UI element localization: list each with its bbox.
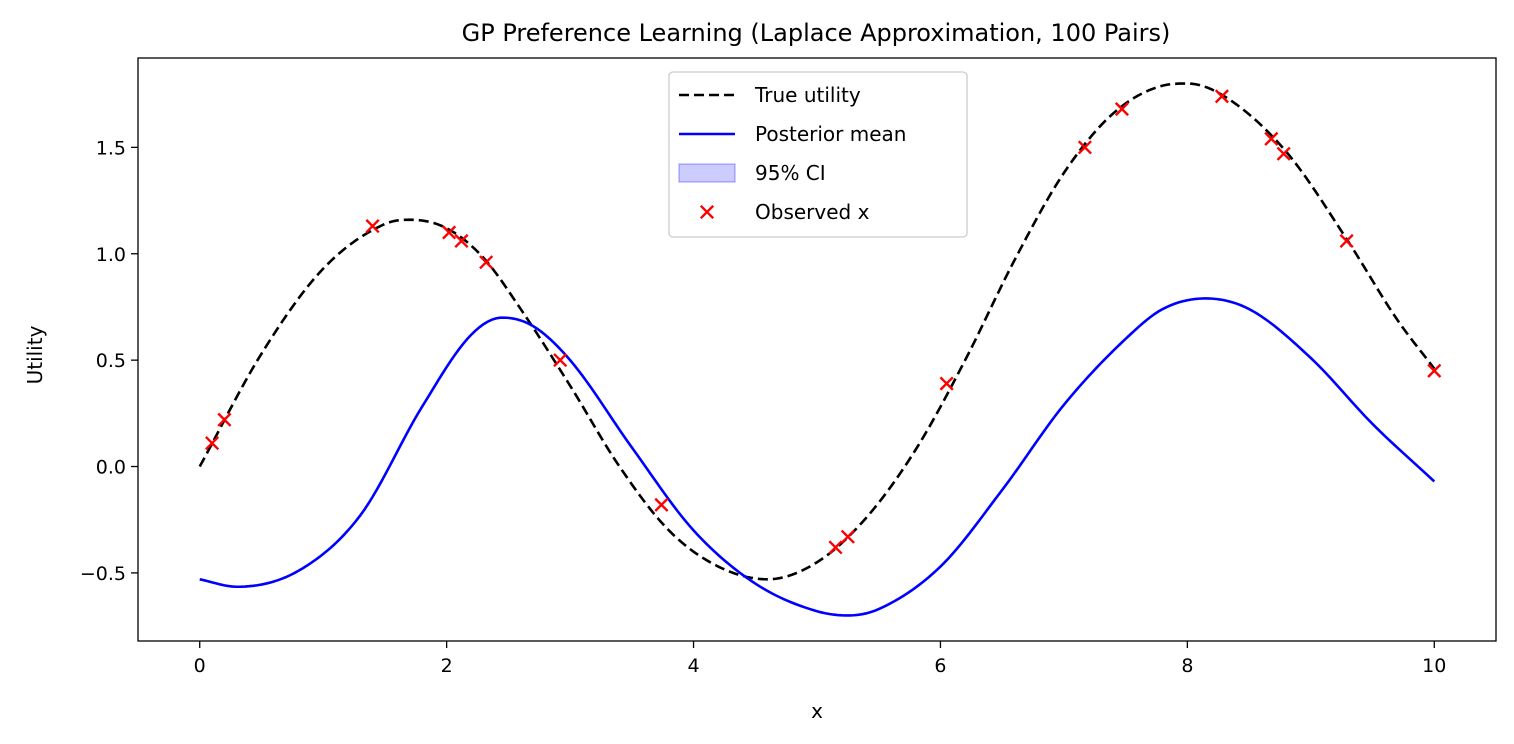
series-line-posterior-mean [199,297,1436,617]
observed-x-marker [1276,146,1291,161]
observed-x-marker [442,225,457,240]
x-tick-label: 6 [934,655,946,677]
observed-x-marker [479,255,494,270]
y-tick-label: 1.5 [96,137,126,159]
observed-x-marker [840,529,855,544]
legend-label: True utility [754,83,861,107]
observed-x-marker [205,436,220,451]
observed-x-marker [1077,140,1092,155]
legend-box [668,71,968,238]
observed-x-marker [1339,233,1354,249]
observed-x-marker [939,376,954,391]
x-axis-label: x [811,699,823,723]
observed-x-marker [454,233,469,249]
observed-x-marker [1214,89,1229,104]
y-axis-label: Utility [23,325,47,384]
observed-x-marker [1264,131,1279,146]
observed-x-marker [1427,363,1442,378]
observed-x-marker [217,412,232,427]
legend-label: Observed x [755,200,870,224]
legend-label: 95% CI [755,161,826,185]
series-line-true-utility [198,82,1436,581]
observed-x-marker [1114,102,1129,117]
x-tick-label: 8 [1181,655,1193,677]
axis-ticks: 0 2 4 6 8 10 −0.5 0.0 0.5 1.0 1.5 [80,137,1447,677]
x-tick-label: 0 [194,655,206,677]
observed-x-marker [553,353,568,368]
legend-label: Posterior mean [755,122,906,146]
observed-x-marker [828,540,843,555]
axes-frame [137,57,1497,642]
x-tick-label: 4 [687,655,699,677]
y-tick-label: 0.5 [96,350,126,372]
x-tick-label: 2 [441,655,453,677]
legend: True utility Posterior mean 95% CI Observed… [668,71,968,238]
legend-swatch [699,204,715,220]
y-tick-label: −0.5 [80,563,126,585]
y-tick-label: 1.0 [96,244,126,266]
legend-swatch [678,163,736,183]
y-tick-label: 0.0 [96,457,126,479]
observed-x-marker [365,219,380,234]
chart-title: GP Preference Learning (Laplace Approxim… [462,19,1171,47]
plot-area [198,82,1442,617]
observed-x-marker [654,497,669,512]
x-tick-label: 10 [1422,655,1446,677]
